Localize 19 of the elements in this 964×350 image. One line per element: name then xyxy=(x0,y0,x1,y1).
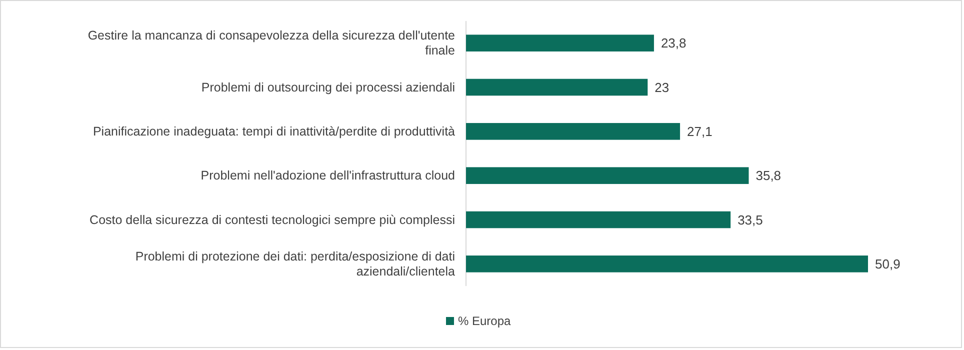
data-label: 23,8 xyxy=(660,36,686,51)
bar xyxy=(466,167,749,184)
bar xyxy=(466,123,680,140)
data-label: 23 xyxy=(654,80,670,95)
data-label: 35,8 xyxy=(756,168,782,184)
data-label: 33,5 xyxy=(738,212,763,228)
data-label: 50,9 xyxy=(875,256,900,272)
bar xyxy=(466,78,648,96)
y-tick-label: Costo della sicurezza di contesti tecnologici sempre più complessi xyxy=(90,212,455,227)
y-tick-label: Problemi di protezione dei dati: perdita/esposizione di dati aziendali/clientela xyxy=(135,249,456,278)
bar xyxy=(466,211,731,228)
y-tick-label: Gestire la mancanza di consapevolezza della sicurezza dell'utente finale xyxy=(88,28,456,58)
bar xyxy=(466,256,868,272)
bar xyxy=(466,34,654,52)
legend-label: % Europa xyxy=(458,314,512,328)
y-tick-label: Problemi di outsourcing dei processi aziendali xyxy=(201,80,455,94)
data-label: 27,1 xyxy=(687,124,712,139)
y-tick-label: Pianificazione inadeguata: tempi di inattività/perdite di produttività xyxy=(92,124,456,138)
y-tick-label: Problemi nell'adozione dell'infrastruttura cloud xyxy=(200,168,456,183)
